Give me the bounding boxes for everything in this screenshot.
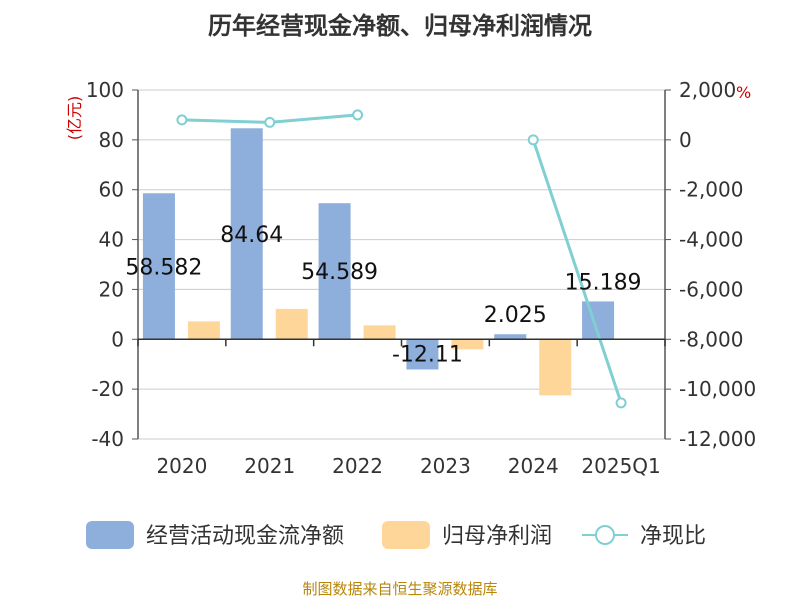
legend: 经营活动现金流净额 归母净利润 净现比 <box>86 521 706 549</box>
ratio-line-segment <box>531 139 623 404</box>
left-tick-label: 0 <box>111 327 124 351</box>
category-label: 2021 <box>244 454 295 478</box>
left-tick-label: 80 <box>99 128 124 152</box>
chart-title: 历年经营现金净额、归母净利润情况 <box>208 12 592 40</box>
cash-flow-bar <box>494 334 527 340</box>
axes: 100 80 60 40 20 0 -20 -40 2,000 0 -2,000 -4,000 -6,0… <box>86 78 756 478</box>
left-tick-label: -40 <box>91 427 124 451</box>
category-label: 2023 <box>420 454 471 478</box>
cash-flow-bar <box>406 339 439 370</box>
legend-label-ratio: 净现比 <box>640 524 706 549</box>
grid <box>138 89 665 440</box>
ratio-point <box>615 397 627 409</box>
legend-marker-ratio <box>595 525 615 545</box>
category-label: 2025Q1 <box>581 454 660 478</box>
source-note: 制图数据来自恒生聚源数据库 <box>302 580 497 598</box>
legend-label-net-profit: 归母净利润 <box>442 524 552 549</box>
right-tick-label: 2,000 <box>679 78 736 102</box>
legend-label-cash-flow: 经营活动现金流净额 <box>146 524 344 549</box>
net-profit-bar <box>187 321 220 340</box>
legend-swatch-net-profit <box>382 521 430 549</box>
net-profit-bar <box>451 339 484 350</box>
cash-flow-bar <box>230 128 263 340</box>
right-axis-unit: % <box>736 83 751 102</box>
right-tick-label: -8,000 <box>679 327 743 351</box>
left-tick-label: 60 <box>99 178 124 202</box>
ratio-point <box>527 134 539 146</box>
data-label-cash-flow: 15.189 <box>565 270 642 295</box>
cash-flow-bar <box>318 203 351 340</box>
data-label-cash-flow: -12.11 <box>392 342 463 367</box>
right-tick-label: -6,000 <box>679 277 743 301</box>
right-tick-label: -2,000 <box>679 178 743 202</box>
left-tick-label: 40 <box>99 228 124 252</box>
left-tick-label: 20 <box>99 277 124 301</box>
bars <box>142 128 615 396</box>
data-label-cash-flow: 2.025 <box>484 303 547 328</box>
net-profit-bar <box>539 339 572 396</box>
left-tick-label: -20 <box>91 377 124 401</box>
net-profit-bar <box>363 325 396 340</box>
line-series <box>176 109 627 409</box>
category-label: 2022 <box>332 454 383 478</box>
right-tick-label: -10,000 <box>679 377 756 401</box>
ratio-point <box>352 109 364 121</box>
right-tick-label: -12,000 <box>679 427 756 451</box>
data-label-cash-flow: 58.582 <box>125 255 202 280</box>
data-label-cash-flow: 84.64 <box>220 223 283 248</box>
legend-swatch-cash-flow <box>86 521 134 549</box>
right-tick-label: 0 <box>679 128 692 152</box>
ratio-point <box>264 116 276 128</box>
category-label: 2020 <box>156 454 207 478</box>
left-axis-unit: (亿元) <box>65 96 84 141</box>
right-tick-label: -4,000 <box>679 228 743 252</box>
cash-flow-bar <box>142 193 175 340</box>
category-label: 2024 <box>508 454 559 478</box>
data-label-cash-flow: 54.589 <box>301 260 378 285</box>
data-labels: 58.582 84.64 54.589 -12.11 2.025 15.189 <box>125 223 641 367</box>
net-profit-bar <box>275 308 308 340</box>
left-tick-label: 100 <box>86 78 124 102</box>
ratio-point <box>176 114 188 126</box>
